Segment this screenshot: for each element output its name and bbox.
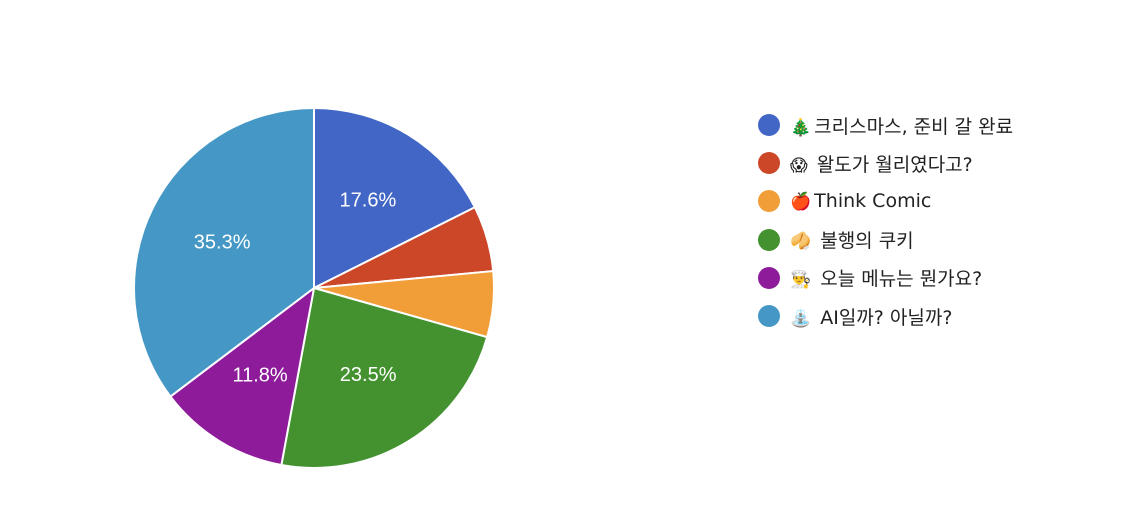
pie-chart: 17.6% 23.5% 11.8% 35.3% [133,106,495,469]
legend-label: ⛲ AI일까? 아닐까? [790,306,953,329]
legend-swatch [758,152,780,175]
legend-swatch [758,266,780,289]
legend-item-christmas[interactable]: 🎄 크리스마스, 준비 갈 완료 [758,106,1013,144]
fortune-cookie-icon: 🥠 [790,232,812,253]
legend: 🎄 크리스마스, 준비 갈 완료 😱 왈도가 월리였다고? 🍎 Think Comi… [758,106,1013,335]
chef-icon: 👨‍🍳 [790,270,812,291]
slice-percentage-label: 11.8% [232,364,287,386]
legend-swatch [758,190,780,213]
legend-label: 🍎 Think Comic [790,190,932,213]
slice-percentage-label: 35.3% [194,231,251,253]
pie-slices [133,106,495,469]
apple-icon: 🍎 [790,192,812,213]
screaming-face-icon: 😱 [790,155,808,176]
legend-item-fortune-cookie[interactable]: 🥠 불행의 쿠키 [758,221,1013,259]
fountain-icon: ⛲ [790,308,812,329]
christmas-tree-icon: 🎄 [790,117,812,138]
slice-percentage-label: 23.5% [340,364,397,386]
legend-item-think-comic[interactable]: 🍎 Think Comic [758,182,1013,220]
legend-swatch [758,228,780,251]
legend-label: 🥠 불행의 쿠키 [790,230,914,253]
legend-item-menu[interactable]: 👨‍🍳 오늘 메뉴는 뭔가요? [758,259,1013,297]
legend-swatch [758,305,780,328]
legend-item-ai[interactable]: ⛲ AI일까? 아닐까? [758,297,1013,335]
pie-percentage-labels: 17.6% 23.5% 11.8% 35.3% [194,190,397,387]
pie-slice[interactable] [133,106,315,398]
legend-swatch [758,114,780,137]
legend-label: 😱 왈도가 월리였다고? [790,153,973,176]
pie-slice[interactable] [280,286,489,469]
legend-label: 🎄 크리스마스, 준비 갈 완료 [790,115,1014,138]
slice-percentage-label: 17.6% [340,190,397,212]
pie-slice[interactable] [313,106,477,290]
legend-label: 👨‍🍳 오늘 메뉴는 뭔가요? [790,268,983,291]
pie-slice[interactable] [168,285,316,467]
legend-item-waldo[interactable]: 😱 왈도가 월리였다고? [758,144,1013,182]
